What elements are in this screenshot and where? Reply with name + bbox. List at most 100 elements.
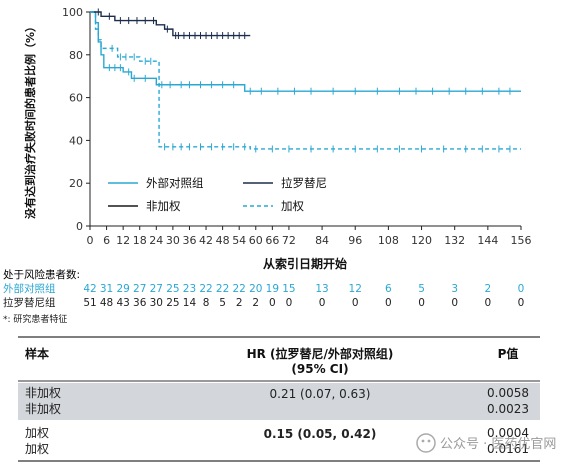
x-tick-label: 72 [282, 234, 296, 247]
table-row-shading [18, 383, 540, 420]
p-value: 0.0161 [487, 442, 529, 456]
risk-value: 30 [150, 297, 163, 309]
risk-value: 12 [349, 283, 362, 295]
x-tick-label: 96 [348, 234, 362, 247]
y-tick-label: 20 [69, 177, 83, 190]
sample-label: 加权 [25, 426, 49, 440]
x-tick-label: 66 [265, 234, 279, 247]
risk-table: 外部对照组 42 31 29 27 27 25 23 22 22 22 20 19 15 13 12 6 5 3 2 0… [3, 282, 524, 309]
risk-value: 13 [315, 283, 328, 295]
p-value: 0.0023 [487, 402, 529, 416]
x-tick-label: 0 [87, 234, 94, 247]
hr-value: 0.21 (0.07, 0.63) [270, 387, 371, 401]
y-tick-label: 0 [76, 220, 83, 233]
legend-label: 非加权 [146, 199, 181, 213]
wechat-icon-dot-2 [427, 439, 431, 443]
results-table: 样本 HR (拉罗替尼/外部对照组) (95% CI) P值 非加权非加权0.2… [18, 336, 540, 462]
x-tick-label: 120 [411, 234, 432, 247]
risk-value: 20 [249, 283, 262, 295]
y-axis-label: 没有达到治疗失败时间的患者比例（%） [23, 21, 37, 219]
risk-value: 0 [418, 297, 425, 309]
header-pvalue: P值 [498, 346, 519, 361]
risk-value: 2 [485, 283, 492, 295]
p-value: 0.0058 [487, 386, 529, 400]
risk-value: 43 [116, 297, 129, 309]
sample-label: 非加权 [25, 402, 61, 416]
x-tick-label: 24 [149, 234, 163, 247]
risk-value: 0 [485, 297, 492, 309]
x-tick-label: 108 [378, 234, 399, 247]
risk-value: 0 [451, 297, 458, 309]
risk-value: 6 [385, 283, 392, 295]
risk-value: 5 [219, 297, 226, 309]
risk-value: 0 [518, 283, 525, 295]
y-tick-label: 100 [62, 6, 83, 19]
x-axis-label: 从索引日期开始 [263, 256, 347, 271]
wechat-icon [416, 433, 436, 453]
x-tick-label: 156 [511, 234, 532, 247]
risk-value: 22 [233, 283, 246, 295]
risk-value: 0 [385, 297, 392, 309]
risk-value: 0 [319, 297, 326, 309]
header-ci: (95% CI) [291, 362, 348, 376]
sample-label: 非加权 [25, 386, 61, 400]
risk-value: 8 [203, 297, 210, 309]
risk-value: 29 [116, 283, 129, 295]
risk-value: 22 [199, 283, 212, 295]
risk-value: 27 [150, 283, 163, 295]
header-sample: 样本 [25, 346, 49, 361]
x-tick-label: 60 [249, 234, 263, 247]
risk-value: 0 [518, 297, 525, 309]
risk-value: 19 [266, 283, 279, 295]
y-tick-label: 40 [69, 134, 83, 147]
x-tick-label: 6 [103, 234, 110, 247]
risk-value: 23 [183, 283, 196, 295]
risk-value: 0 [286, 297, 293, 309]
legend-label: 加权 [281, 199, 304, 213]
curve-external-control [90, 11, 521, 92]
y-tick-label: 60 [69, 92, 83, 105]
risk-value: 15 [282, 283, 295, 295]
risk-value: 14 [183, 297, 197, 309]
risk-value: 48 [100, 297, 113, 309]
y-tick-label: 80 [69, 49, 83, 62]
header-hr: HR (拉罗替尼/外部对照组) [247, 346, 394, 361]
risk-value: 25 [166, 283, 179, 295]
x-tick-label: 36 [182, 234, 196, 247]
risk-value: 2 [236, 297, 243, 309]
risk-value: 3 [451, 283, 458, 295]
risk-value: 22 [216, 283, 229, 295]
x-ticks: 0 6 12 18 24 30 36 42 48 54 60 66 72 84 96 108 120 132 144… [87, 226, 532, 247]
y-ticks: 0 20 40 60 80 100 [62, 6, 90, 233]
risk-value: 51 [83, 297, 96, 309]
x-tick-label: 132 [444, 234, 465, 247]
risk-value: 0 [269, 297, 276, 309]
x-tick-label: 12 [116, 234, 130, 247]
watermark-text: 公众号 · 医药优官网 [440, 436, 556, 452]
curve-larotrectinib [90, 11, 251, 37]
risk-value: 36 [133, 297, 147, 309]
risk-row-label: 外部对照组 [3, 282, 56, 295]
risk-value: 0 [352, 297, 359, 309]
x-tick-label: 30 [166, 234, 180, 247]
watermark: 公众号 · 医药优官网 [416, 433, 556, 453]
legend-label: 外部对照组 [146, 176, 204, 190]
risk-value: 2 [252, 297, 259, 309]
sample-label: 加权 [25, 442, 49, 456]
x-tick-label: 84 [315, 234, 329, 247]
x-tick-label: 42 [199, 234, 213, 247]
risk-title: 处于风险患者数: [3, 268, 80, 281]
x-tick-label: 48 [216, 234, 230, 247]
risk-value: 27 [133, 283, 146, 295]
hr-value: 0.15 (0.05, 0.42) [264, 427, 377, 441]
risk-row-label: 拉罗替尼组 [3, 296, 56, 309]
x-tick-label: 144 [477, 234, 498, 247]
risk-value: 25 [166, 297, 179, 309]
wechat-icon-dot [421, 439, 425, 443]
risk-value: 42 [83, 283, 96, 295]
p-value: 0.0004 [487, 426, 529, 440]
